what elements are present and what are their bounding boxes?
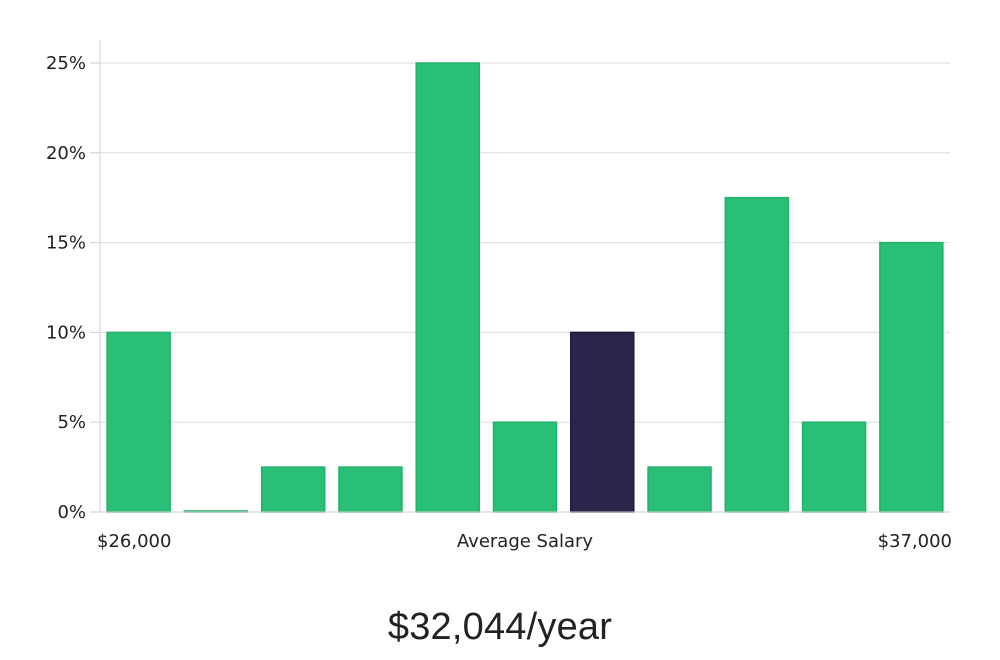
average-salary-value: $32,044/year: [387, 606, 613, 648]
axis-labels: 0% 5% 10% 15% 20% 25% $26,000 Average Salary $37…: [46, 53, 952, 552]
salary-distribution-chart: 0% 5% 10% 15% 20% 25% $26,000 Average Salary $37…: [46, 40, 952, 552]
bar: [801, 421, 867, 513]
y-tick-label: 5%: [57, 412, 86, 433]
x-axis-max-label: $37,000: [878, 531, 952, 552]
bar: [415, 62, 480, 513]
bar: [260, 466, 326, 513]
x-axis-min-label: $26,000: [97, 531, 171, 552]
bar: [492, 421, 558, 513]
y-tick-label: 0%: [57, 502, 86, 523]
bar: [338, 466, 403, 513]
y-tick-label: 15%: [46, 233, 86, 254]
y-tick-label: 25%: [46, 53, 86, 74]
bar: [879, 241, 944, 513]
bar: [106, 331, 171, 513]
bar: [647, 466, 712, 513]
bar: [724, 196, 790, 513]
bar-highlighted: [570, 331, 635, 513]
bars: [106, 62, 944, 513]
axes: [90, 40, 950, 513]
grid-lines: [100, 62, 950, 423]
y-tick-label: 10%: [46, 322, 86, 343]
y-tick-label: 20%: [46, 143, 86, 164]
x-axis-title: Average Salary: [457, 531, 594, 552]
